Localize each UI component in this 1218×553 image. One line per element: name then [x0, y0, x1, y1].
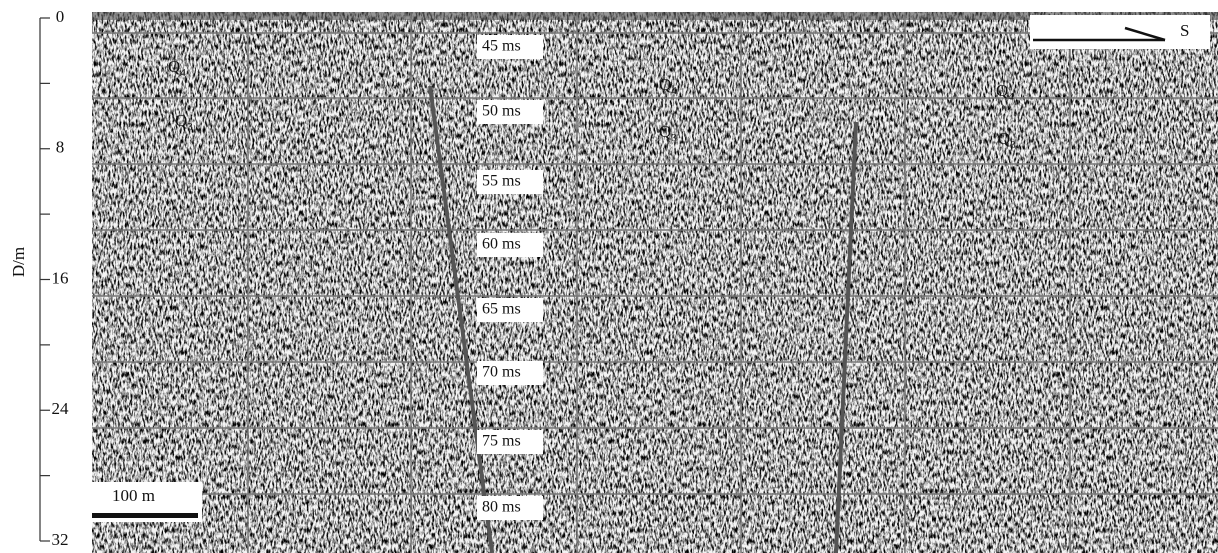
time-label: 55 ms	[482, 173, 521, 190]
time-label: 45 ms	[482, 38, 521, 55]
unit-letter: Q	[996, 81, 1008, 100]
direction-label: S	[1180, 21, 1189, 40]
depth-tick-label: 24	[52, 399, 70, 418]
unit-subscript: 4	[671, 85, 677, 97]
unit-subscript: 4	[180, 67, 186, 79]
page: {"depth_axis": {"label": "D/m", "ylim": …	[0, 0, 1218, 553]
time-label: 65 ms	[482, 301, 521, 318]
depth-axis-label: D/m	[9, 247, 28, 277]
unit-subscript: 3	[1010, 139, 1016, 151]
unit-letter: Q	[659, 122, 671, 141]
depth-tick-label: 32	[52, 530, 69, 549]
unit-letter: Q	[168, 57, 180, 76]
scale-bar-label: 100 m	[112, 486, 155, 505]
depth-tick-label: 8	[56, 138, 65, 157]
time-label: 80 ms	[482, 499, 521, 516]
depth-tick-label: 0	[56, 7, 65, 26]
scale-bar	[92, 513, 198, 518]
depth-tick-label: 16	[52, 268, 69, 287]
unit-letter: Q	[175, 111, 187, 130]
time-label: 75 ms	[482, 433, 521, 450]
unit-letter: Q	[998, 129, 1010, 148]
unit-subscript: 3	[671, 132, 677, 144]
time-label: 50 ms	[482, 103, 521, 120]
unit-letter: Q	[659, 75, 671, 94]
unit-subscript: 4	[1008, 91, 1014, 103]
seismic-figure: S 100 m D/m 0 8 16 24 32 45 ms 50 ms 55 ms 60 ms…	[0, 0, 1218, 553]
time-label: 70 ms	[482, 364, 521, 381]
unit-subscript: 3	[187, 121, 193, 133]
time-label: 60 ms	[482, 236, 521, 253]
seismic-texture	[92, 12, 1218, 553]
